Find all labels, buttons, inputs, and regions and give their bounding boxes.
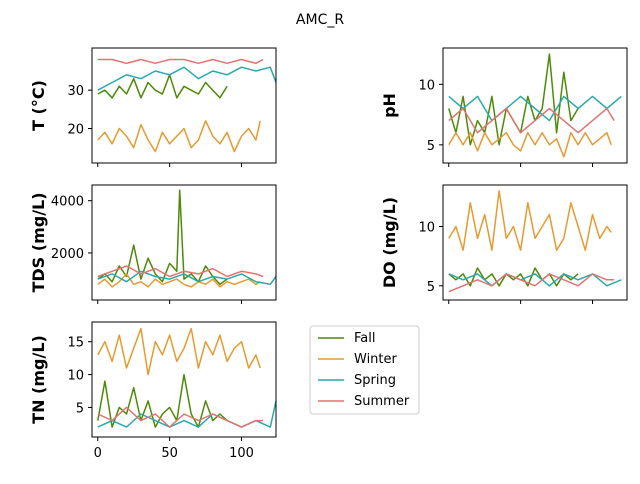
panel-pH: 5 10 pH [380,47,628,167]
legend-label-fall: Fall [354,331,375,346]
axes-frame [442,47,628,164]
axes-frame [442,184,628,301]
series-line-summer [97,265,264,278]
series-line-fall [448,53,579,146]
series-line-summer [97,406,264,428]
x-tick-label: 50 [161,446,178,461]
y-tick-label: 2000 [51,247,84,262]
panel-DO: 5 10 DO (mg/L) [380,184,628,304]
legend-label-spring: Spring [354,373,396,388]
x-tick-label: 0 [94,446,102,461]
y-tick-label: 4000 [51,195,84,210]
axes-frame [91,321,277,438]
series-line-fall [97,74,228,99]
axes-frame [91,47,277,164]
legend-label-winter: Winter [354,352,398,367]
y-tick-label: 30 [67,84,84,99]
y-tick-label: 5 [427,280,435,295]
y-tick-label: 5 [427,139,435,154]
y-tick-label: 5 [76,401,84,416]
series-line-winter [97,120,261,153]
legend-box [309,325,420,415]
series-line-summer [448,273,615,293]
series-line-winter [448,190,612,251]
series-line-winter [97,327,261,376]
y-axis-label: TN (mg/L) [29,335,48,424]
y-axis-label: pH [380,93,399,118]
y-tick-label: 15 [67,336,84,351]
series-line-summer [97,58,264,65]
x-tick-label: 100 [229,446,254,461]
panel-TN: 5 10 15 0 50 100 TN (mg/L) [29,321,277,461]
series-line-spring [448,95,622,122]
panel-T: 20 30 T (°C) [29,47,277,167]
figure-title: AMC_R [296,12,344,28]
y-tick-label: 20 [67,123,84,138]
y-axis-label: TDS (mg/L) [29,192,48,292]
series-line-winter [448,131,612,158]
legend-label-summer: Summer [354,394,410,409]
series-line-fall [97,373,228,428]
series-line-spring [97,66,277,91]
series-line-spring [97,270,277,286]
series-line-summer [448,107,615,134]
y-tick-label: 10 [67,369,84,384]
series-line-winter [97,273,261,288]
y-tick-label: 10 [418,220,435,235]
y-axis-label: T (°C) [29,80,48,131]
axes-frame [91,184,277,301]
series-line-fall [448,267,579,287]
y-tick-label: 10 [418,78,435,93]
legend: Fall Winter Spring Summer [309,325,420,415]
y-axis-label: DO (mg/L) [380,197,399,288]
